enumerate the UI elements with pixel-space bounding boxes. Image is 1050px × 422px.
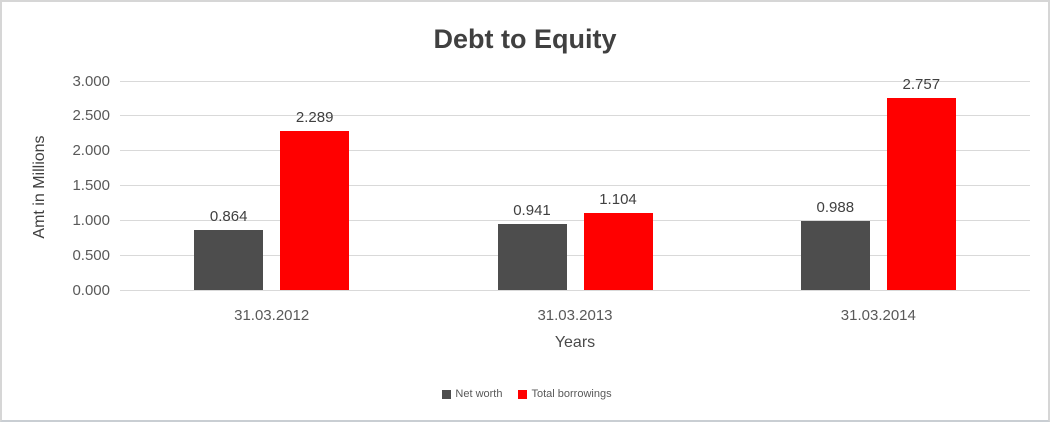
gridline [120, 185, 1030, 186]
y-tick-label: 2.500 [72, 107, 110, 125]
y-tick-label: 1.000 [72, 211, 110, 229]
legend-item-total-borrowings: Total borrowings [518, 388, 612, 400]
bar-value-label: 0.941 [513, 202, 551, 220]
legend-swatch-icon [442, 389, 452, 399]
legend-label: Net worth [455, 388, 503, 400]
x-axis-title: Years [554, 334, 596, 351]
gridline [120, 219, 1030, 221]
gridline [120, 150, 1030, 152]
gridline [120, 254, 1030, 256]
plot-area: 0.864 2.289 0.941 1.104 0.988 2.757 [120, 76, 1030, 291]
gridline [120, 289, 1030, 291]
y-tick-label: 0.000 [72, 281, 110, 299]
chart-title: Debt to Equity [433, 24, 617, 54]
bar-net-worth [194, 229, 264, 290]
bar-net-worth [497, 224, 567, 290]
bar-total-borrowings [280, 130, 350, 290]
y-tick-label: 0.500 [72, 246, 110, 264]
bar-value-label: 1.104 [599, 191, 637, 209]
bar-total-borrowings [583, 213, 653, 290]
legend: Net worth Total borrowings [2, 388, 1048, 400]
bar-value-label: 2.757 [902, 75, 941, 93]
y-tick-label: 3.000 [72, 72, 110, 90]
bar-total-borrowings [886, 97, 956, 290]
bar-value-label: 0.988 [816, 199, 855, 217]
y-tick-label: 1.500 [72, 177, 110, 194]
legend-swatch-icon [518, 389, 528, 399]
bar-value-label: 0.864 [209, 207, 248, 225]
x-category-label: 31.03.2014 [840, 307, 916, 324]
gridline [120, 115, 1030, 117]
y-tick-label: 2.000 [72, 142, 110, 160]
x-category-label: 31.03.2012 [234, 307, 310, 324]
bar-value-label: 2.289 [295, 108, 334, 126]
bar-net-worth [800, 221, 870, 290]
gridline [120, 80, 1030, 82]
x-category-label: 31.03.2013 [537, 307, 613, 324]
legend-label: Total borrowings [531, 388, 612, 400]
legend-item-net-worth: Net worth [442, 388, 502, 400]
